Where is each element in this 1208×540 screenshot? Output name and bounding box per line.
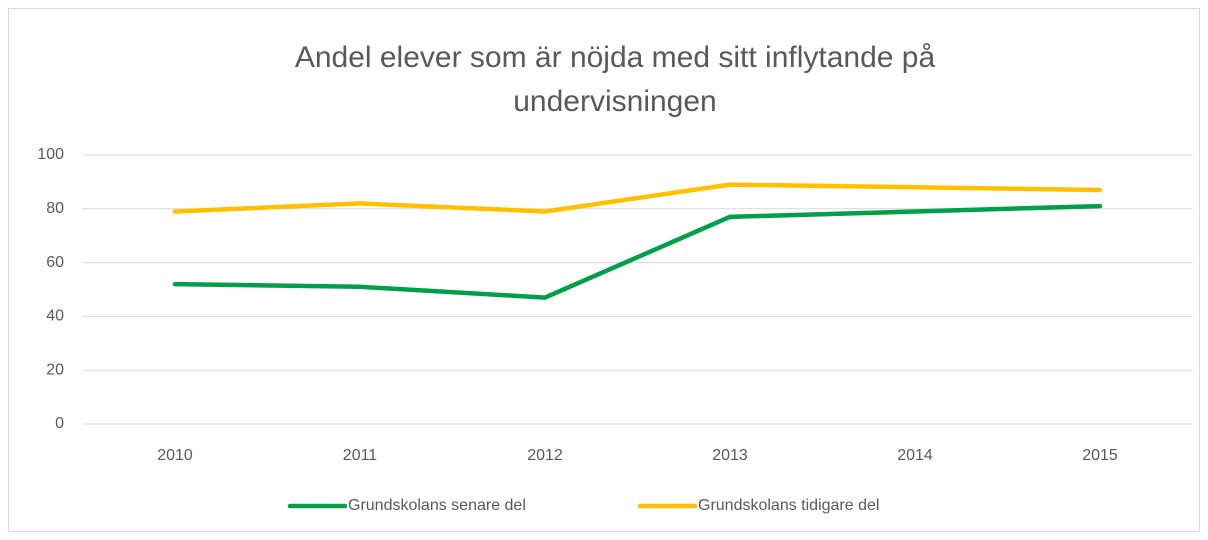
- x-tick-label: 2013: [712, 447, 748, 464]
- legend-label: Grundskolans senare del: [348, 497, 526, 514]
- x-tick-label: 2014: [897, 447, 933, 464]
- y-tick-label: 60: [46, 254, 64, 271]
- y-tick-label: 40: [46, 308, 64, 325]
- series-line: [172, 182, 1103, 214]
- y-tick-label: 100: [37, 146, 64, 163]
- legend-label: Grundskolans tidigare del: [698, 497, 879, 514]
- x-tick-label: 2012: [527, 447, 563, 464]
- y-tick-label: 20: [46, 361, 64, 378]
- x-tick-label: 2010: [157, 447, 193, 464]
- chart-title: Andel elever som är nöjda med sitt infly…: [294, 41, 936, 118]
- x-tick-label: 2015: [1082, 447, 1118, 464]
- y-tick-label: 80: [46, 200, 64, 217]
- series-line: [172, 203, 1103, 300]
- y-tick-label: 0: [55, 415, 64, 432]
- x-tick-label: 2011: [343, 447, 378, 464]
